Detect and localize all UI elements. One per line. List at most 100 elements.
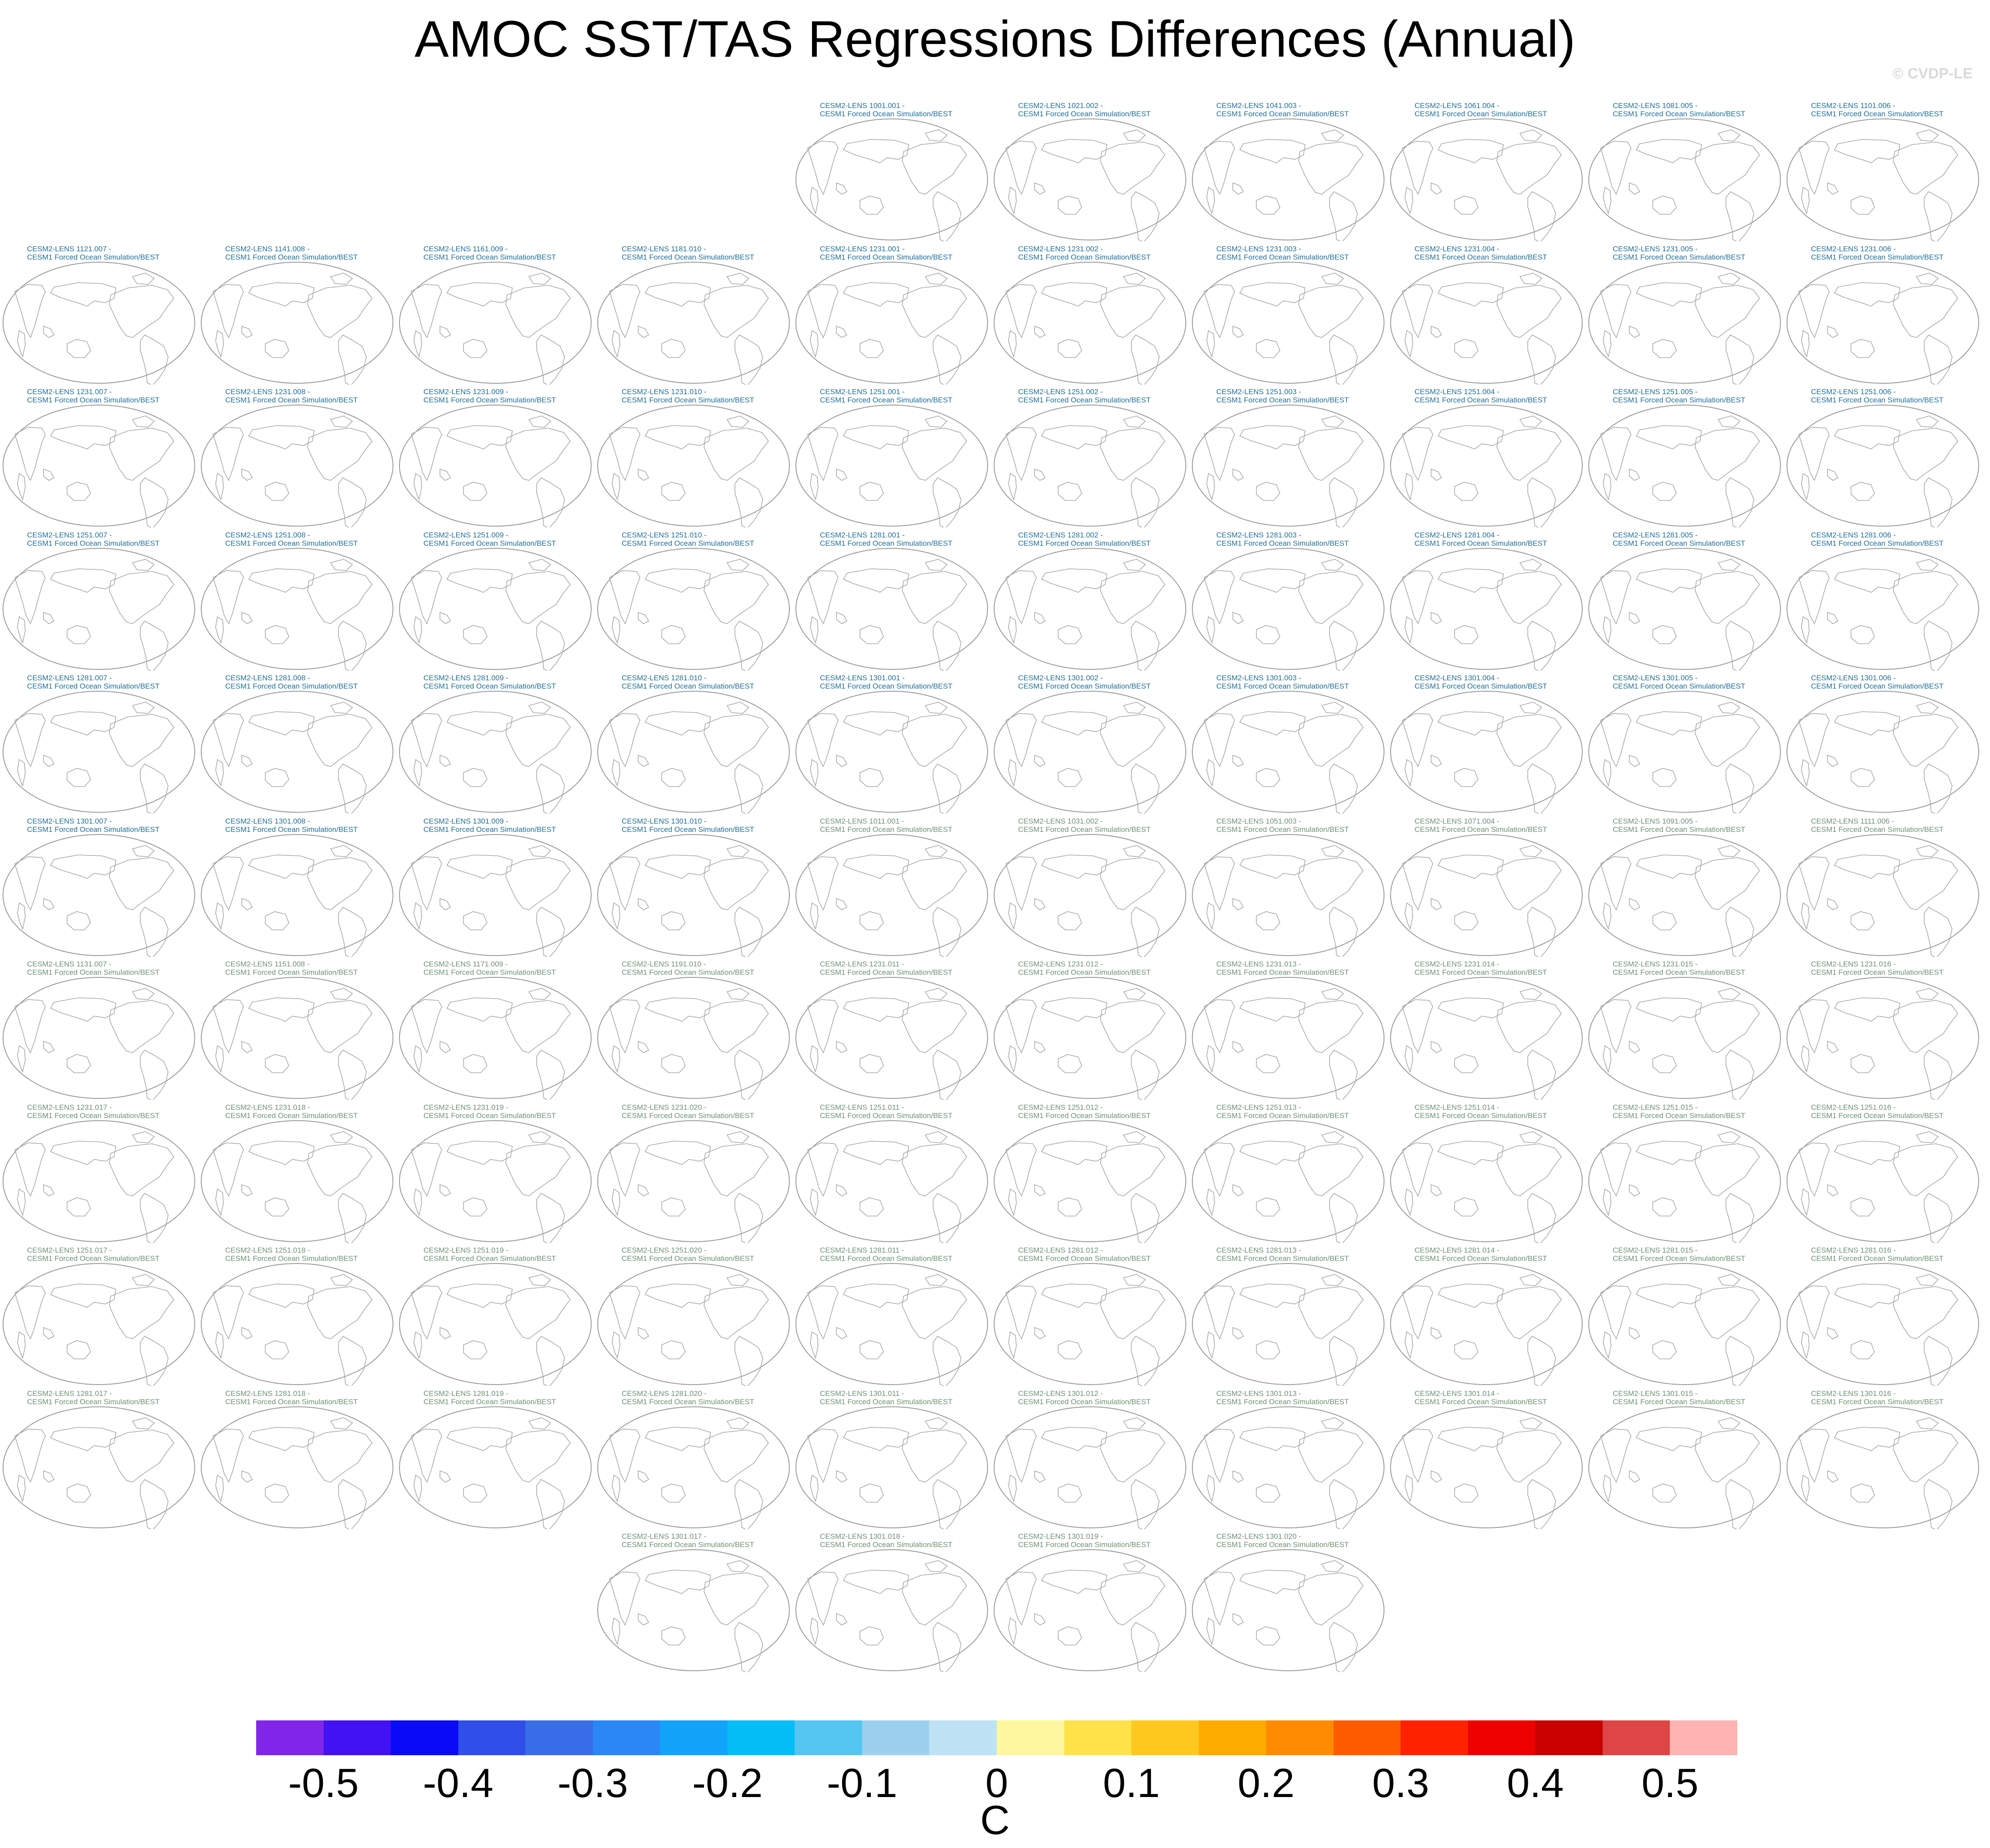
- colorbar-tick-label: 0.1: [1103, 1760, 1160, 1806]
- coastline: [446, 568, 513, 593]
- panel-label-member: CESM2-LENS 1081.005 -: [1613, 101, 1698, 110]
- panel-label-reference: CESM1 Forced Ocean Simulation/BEST: [225, 968, 358, 976]
- world-map: [994, 1406, 1186, 1529]
- world-map: [3, 1406, 195, 1529]
- coastline: [1851, 482, 1875, 501]
- panel-label-member: CESM2-LENS 1251.017 -: [27, 1246, 112, 1254]
- coastline: [661, 338, 686, 358]
- coastline: [1206, 330, 1215, 358]
- coastline: [1239, 282, 1306, 307]
- coastline: [1329, 1193, 1358, 1243]
- colorbar-tick-label: 0.3: [1372, 1760, 1429, 1806]
- map-panel: CESM2-LENS 1281.009 - CESM1 Forced Ocean …: [398, 672, 596, 814]
- coastline: [14, 1285, 46, 1340]
- map-panel: CESM2-LENS 1231.019 - CESM1 Forced Ocean …: [398, 1101, 596, 1244]
- coastline: [1629, 468, 1641, 481]
- coastline: [536, 906, 565, 957]
- panel-label-member: CESM2-LENS 1251.013 -: [1216, 1103, 1301, 1112]
- coastline: [1008, 902, 1017, 930]
- map-panel: CESM2-LENS 1251.013 - CESM1 Forced Ocean …: [1191, 1101, 1389, 1244]
- panel-label-member: CESM2-LENS 1101.006 -: [1811, 101, 1895, 110]
- world-map: [795, 261, 988, 385]
- coastline: [933, 334, 961, 385]
- coastline: [1851, 1197, 1875, 1216]
- coastline: [1239, 425, 1306, 449]
- world-map: [3, 834, 195, 957]
- coastline: [1431, 898, 1442, 910]
- panel-label-member: CESM2-LENS 1251.008 -: [225, 530, 310, 539]
- coastline: [1437, 1140, 1504, 1165]
- panel-label-reference: CESM1 Forced Ocean Simulation/BEST: [1216, 539, 1349, 547]
- coastline: [1298, 1000, 1364, 1053]
- coastline: [924, 1417, 948, 1429]
- coastline: [1924, 620, 1953, 671]
- panel-label-member: CESM2-LENS 1181.010 -: [622, 244, 706, 253]
- coastline: [807, 856, 839, 911]
- world-map: [1192, 547, 1384, 671]
- coastline: [1798, 713, 1830, 767]
- map-panel: CESM2-LENS 1251.017 - CESM1 Forced Ocean …: [2, 1244, 200, 1387]
- panel-label-reference: CESM1 Forced Ocean Simulation/BEST: [423, 1111, 556, 1120]
- coastline: [1726, 620, 1754, 671]
- coastline: [50, 1140, 116, 1165]
- panel-label: CESM2-LENS 1251.019 - CESM1 Forced Ocean …: [423, 1246, 556, 1263]
- coastline: [528, 416, 552, 428]
- map-panel: CESM2-LENS 1231.005 - CESM1 Forced Ocean …: [1587, 243, 1786, 385]
- coastline: [1851, 625, 1875, 644]
- panel-label-member: CESM2-LENS 1151.008 -: [225, 960, 310, 968]
- map-panel: CESM2-LENS 1101.006 - CESM1 Forced Ocean …: [1786, 99, 1984, 242]
- coastline: [67, 911, 91, 930]
- coastline: [43, 754, 55, 767]
- world-map: [3, 1120, 195, 1243]
- panel-label-reference: CESM1 Forced Ocean Simulation/BEST: [1415, 682, 1547, 690]
- coastline: [1405, 1474, 1413, 1503]
- world-map: [1787, 1120, 1979, 1243]
- panel-label: CESM2-LENS 1301.007 - CESM1 Forced Ocean …: [27, 817, 159, 834]
- panel-label-reference: CESM1 Forced Ocean Simulation/BEST: [1018, 1254, 1151, 1263]
- coastline: [307, 1286, 373, 1339]
- map-panel: CESM2-LENS 1251.015 - CESM1 Forced Ocean …: [1587, 1101, 1786, 1244]
- panel-label-member: CESM2-LENS 1251.002 -: [1018, 388, 1103, 396]
- panel-label-member: CESM2-LENS 1231.015 -: [1613, 960, 1698, 968]
- coastline: [1695, 142, 1760, 195]
- coastline: [1527, 906, 1556, 957]
- panel-label-reference: CESM1 Forced Ocean Simulation/BEST: [1415, 1111, 1547, 1120]
- coastline: [1256, 625, 1280, 644]
- map-panel: CESM2-LENS 1231.011 - CESM1 Forced Ocean …: [795, 958, 993, 1101]
- world-map: [597, 1263, 790, 1386]
- map-panel: CESM2-LENS 1231.009 - CESM1 Forced Ocean …: [398, 385, 596, 528]
- panel-label-member: CESM2-LENS 1231.013 -: [1216, 960, 1301, 968]
- panel-label-reference: CESM1 Forced Ocean Simulation/BEST: [622, 1111, 755, 1120]
- panel-label: CESM2-LENS 1151.008 - CESM1 Forced Ocean …: [225, 960, 358, 976]
- map-panel: CESM2-LENS 1231.017 - CESM1 Forced Ocean …: [2, 1101, 200, 1244]
- coastline: [463, 1054, 487, 1073]
- coastline: [1496, 1000, 1562, 1053]
- colorbar-box: [256, 1720, 324, 1755]
- map-panel: CESM2-LENS 1301.001 - CESM1 Forced Ocean …: [795, 672, 993, 814]
- coastline: [1131, 1193, 1160, 1243]
- coastline: [132, 272, 155, 285]
- panel-label: CESM2-LENS 1131.007 - CESM1 Forced Ocean …: [27, 960, 159, 976]
- coastline: [411, 999, 442, 1054]
- coastline: [1695, 284, 1760, 338]
- coastline: [1916, 1274, 1939, 1286]
- colorbar-tick-label: 0: [985, 1760, 1009, 1806]
- colorbar: [256, 1720, 1738, 1755]
- panel-label-reference: CESM1 Forced Ocean Simulation/BEST: [27, 968, 160, 976]
- coastline: [132, 1417, 155, 1429]
- panel-label: CESM2-LENS 1281.016 - CESM1 Forced Ocean …: [1811, 1246, 1943, 1263]
- coastline: [1008, 616, 1017, 644]
- world-map: [3, 405, 195, 527]
- coastline: [1527, 477, 1556, 527]
- coastline: [528, 845, 552, 857]
- panel-label-reference: CESM1 Forced Ocean Simulation/BEST: [1216, 968, 1349, 976]
- map-panel: CESM2-LENS 1151.008 - CESM1 Forced Ocean …: [200, 958, 398, 1101]
- coastline: [1454, 1197, 1479, 1216]
- coastline: [1717, 416, 1741, 428]
- map-panel: CESM2-LENS 1251.010 - CESM1 Forced Ocean …: [596, 529, 795, 672]
- coastline: [413, 759, 422, 787]
- coastline: [1603, 902, 1611, 930]
- panel-label-member: CESM2-LENS 1251.018 -: [225, 1246, 310, 1254]
- coastline: [1801, 616, 1810, 644]
- coastline: [1527, 1479, 1556, 1529]
